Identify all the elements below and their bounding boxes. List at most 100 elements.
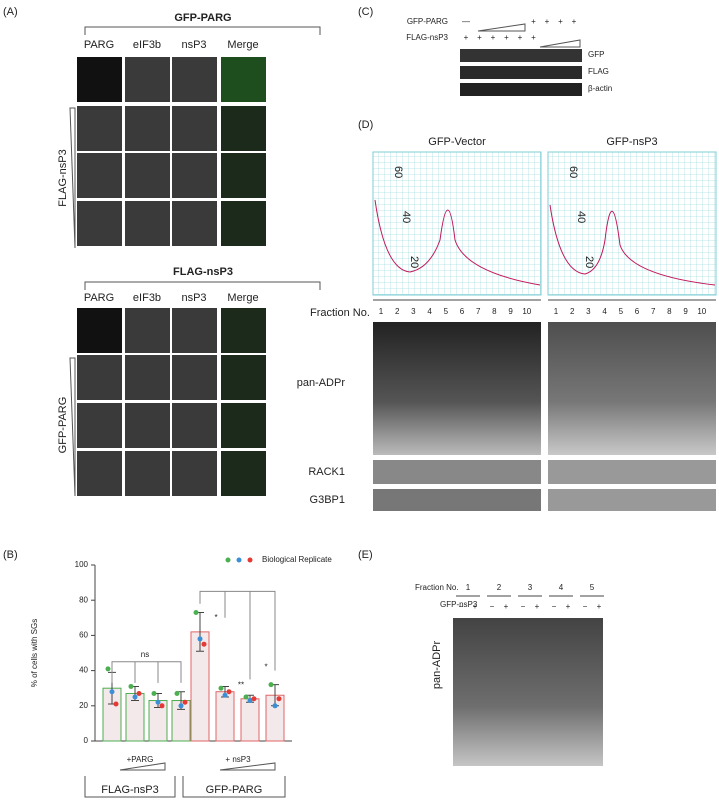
legend-marker bbox=[236, 557, 242, 563]
micrograph bbox=[77, 57, 122, 102]
group-label: GFP-PARG bbox=[206, 784, 263, 796]
annotation: ns bbox=[141, 650, 149, 659]
side-label: FLAG-nsP3 bbox=[57, 149, 69, 206]
micrograph bbox=[77, 106, 122, 151]
profile-tick: 40 bbox=[575, 211, 587, 223]
bracket bbox=[111, 661, 182, 683]
micrograph bbox=[125, 308, 170, 353]
sign: + bbox=[566, 602, 571, 611]
sign: + bbox=[464, 33, 469, 42]
replicate-point bbox=[251, 696, 257, 702]
micrograph bbox=[172, 451, 217, 496]
micrograph bbox=[125, 106, 170, 151]
trace bbox=[549, 204, 716, 286]
sign: + bbox=[477, 33, 482, 42]
layout bbox=[69, 23, 717, 798]
bracket bbox=[84, 776, 176, 798]
row-label: FLAG-nsP3 bbox=[406, 33, 448, 42]
blot-label: pan-ADPr bbox=[431, 641, 443, 690]
sign: + bbox=[572, 17, 577, 26]
fraction: 5 bbox=[444, 307, 449, 316]
triangle bbox=[539, 39, 581, 48]
blot-label: G3BP1 bbox=[310, 494, 345, 506]
sign: + bbox=[545, 17, 550, 26]
micrograph bbox=[77, 403, 122, 448]
replicate-point bbox=[226, 689, 232, 695]
side-label: GFP-PARG bbox=[57, 397, 69, 454]
fraction: 4 bbox=[427, 307, 432, 316]
sign: + bbox=[531, 17, 536, 26]
blot-label: FLAG bbox=[588, 67, 609, 76]
column-header: nsP3 bbox=[181, 292, 206, 304]
panel-label: (C) bbox=[358, 6, 373, 18]
legend-marker bbox=[225, 557, 231, 563]
replicate-point bbox=[193, 610, 199, 616]
sign: — bbox=[462, 17, 470, 26]
micrograph bbox=[172, 106, 217, 151]
triangle bbox=[119, 762, 166, 771]
blot bbox=[460, 83, 582, 96]
replicate-point bbox=[218, 685, 224, 691]
fraction: 4 bbox=[559, 583, 564, 592]
micrograph bbox=[172, 201, 217, 246]
replicate-point bbox=[201, 641, 207, 647]
replicate-point bbox=[105, 666, 111, 672]
profile-tick: 60 bbox=[567, 166, 579, 178]
replicate-point bbox=[113, 701, 119, 707]
micrograph bbox=[221, 201, 266, 246]
micrograph bbox=[125, 57, 170, 102]
column-header: Merge bbox=[227, 292, 258, 304]
micrograph bbox=[221, 451, 266, 496]
annotation: * bbox=[214, 613, 217, 622]
replicate-point bbox=[197, 636, 203, 642]
blot bbox=[453, 618, 603, 766]
blot-label: pan-ADPr bbox=[297, 377, 346, 389]
sign: + bbox=[531, 33, 536, 42]
panel-title: GFP-PARG bbox=[174, 12, 231, 24]
replicate-point bbox=[151, 690, 157, 696]
fraction: 9 bbox=[683, 307, 688, 316]
y-axis-label: % of cells with SGs bbox=[30, 619, 39, 687]
column-header: PARG bbox=[84, 292, 114, 304]
micrograph bbox=[172, 355, 217, 400]
profile bbox=[372, 151, 542, 296]
fraction: 5 bbox=[619, 307, 624, 316]
replicate-point bbox=[247, 698, 253, 704]
blot bbox=[548, 322, 716, 455]
panel-title: FLAG-nsP3 bbox=[173, 266, 233, 278]
bracket bbox=[84, 281, 321, 290]
profile-tick: 20 bbox=[408, 256, 420, 268]
replicate-point bbox=[128, 683, 134, 689]
fraction: 1 bbox=[554, 307, 559, 316]
profile-tick: 20 bbox=[583, 256, 595, 268]
micrograph bbox=[221, 355, 266, 400]
legend-label: Biological Replicate bbox=[262, 555, 332, 564]
micrograph bbox=[172, 308, 217, 353]
micrograph bbox=[172, 403, 217, 448]
fraction: 7 bbox=[651, 307, 656, 316]
blot bbox=[548, 460, 716, 484]
annotation: ** bbox=[238, 680, 244, 689]
micrograph bbox=[77, 451, 122, 496]
y-tick-label: 100 bbox=[75, 560, 89, 569]
replicate-point bbox=[132, 694, 138, 700]
bar bbox=[215, 691, 235, 742]
fraction: 6 bbox=[460, 307, 465, 316]
blot-label: β-actin bbox=[588, 84, 612, 93]
blot bbox=[373, 489, 541, 511]
row-label: GFP-PARG bbox=[407, 17, 448, 26]
replicate-point bbox=[272, 703, 278, 709]
fraction: 9 bbox=[508, 307, 513, 316]
blot bbox=[373, 460, 541, 484]
blot bbox=[548, 489, 716, 511]
sign: − bbox=[552, 602, 557, 611]
sign: + bbox=[535, 602, 540, 611]
sign: + bbox=[597, 602, 602, 611]
fraction: 8 bbox=[492, 307, 497, 316]
fraction: 1 bbox=[466, 583, 471, 592]
blot bbox=[373, 322, 541, 455]
triangle bbox=[477, 23, 526, 32]
micrograph bbox=[221, 403, 266, 448]
fraction: 5 bbox=[590, 583, 595, 592]
